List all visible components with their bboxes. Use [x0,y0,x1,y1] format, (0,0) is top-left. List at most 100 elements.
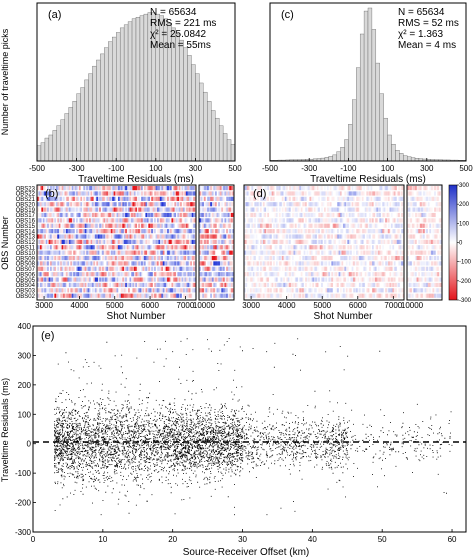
heatmap-cell [372,212,374,218]
heatmap-cell [203,196,206,201]
heatmap-cell [51,191,54,196]
heatmap-cell [120,234,123,239]
heatmap-cell [284,186,287,191]
heatmap-cell [276,245,278,250]
heatmap-cell [77,261,80,266]
heatmap-cell [71,288,74,293]
heatmap-cell [418,191,421,196]
heatmap-cell [229,261,232,266]
heatmap-cell [363,212,366,218]
heatmap-cell [416,196,419,201]
heatmap-cell [181,234,184,239]
heatmap-cell [252,207,255,212]
heatmap-cell [393,234,396,239]
heatmap-cell [245,207,248,212]
heatmap-cell [80,255,83,261]
heatmap-cell [335,293,338,298]
heatmap-cell [374,255,377,261]
heatmap-cell [271,196,274,201]
heatmap-cell [392,245,395,250]
heatmap-cell [51,288,54,293]
heatmap-cell [249,272,252,277]
heatmap-cell [270,250,272,255]
histogram-bar [183,47,188,162]
heatmap-cell [407,218,409,223]
heatmap-cell [188,277,191,282]
heatmap-cell [90,239,93,245]
heatmap-cell [283,202,286,207]
heatmap-cell [363,191,366,196]
heatmap-cell [67,261,70,266]
heatmap-cell [429,266,432,271]
heatmap-cell [255,282,258,288]
heatmap-cell [210,245,213,250]
heatmap-cell [351,261,354,266]
heatmap-cell [328,207,331,212]
heatmap-cell [303,191,306,196]
heatmap-cell [73,207,75,212]
heatmap-cell [226,277,228,282]
heatmap-cell [286,202,288,207]
heatmap-cell [194,186,197,191]
heatmap-cell [337,223,339,228]
heatmap-cell [315,191,318,196]
heatmap-cell [71,207,74,212]
heatmap-cell [96,212,99,218]
heatmap-cell [39,223,42,228]
heatmap-cell [73,229,75,234]
heatmap-cell [44,277,46,282]
heatmap-cell [244,196,246,201]
heatmap-cell [424,196,427,201]
heatmap-cell [287,261,290,266]
heatmap-cell [162,218,165,223]
heatmap-cell [188,212,191,218]
heatmap-cell [57,293,59,298]
heatmap-cell [44,293,46,298]
heatmap-cell [185,191,188,196]
heatmap-cell [182,239,185,245]
heatmap-cell [329,229,332,234]
heatmap-cell [187,234,190,239]
heatmap-cell [283,261,286,266]
heatmap-cell [265,234,268,239]
heatmap-cell [191,277,194,282]
heatmap-cell [335,266,338,271]
heatmap-cell [99,191,101,196]
heatmap-cell [116,212,119,218]
heatmap-cell [171,212,174,218]
heatmap-cell [205,234,208,239]
heatmap-cell [129,218,132,223]
heatmap-cell [145,196,148,201]
heatmap-cell [226,250,228,255]
heatmap-cell [86,212,88,218]
heatmap-cell [213,196,216,201]
histogram-bar [88,73,93,162]
heatmap-cell [202,250,205,255]
heatmap-cell [422,272,425,277]
heatmap-cell [322,261,325,266]
heatmap-cell [205,223,208,228]
heatmap-cell [164,223,166,228]
heatmap-cell [54,229,57,234]
heatmap-cell [353,288,355,293]
heatmap-cell [199,202,201,207]
heatmap-cell [264,186,267,191]
heatmap-cell [356,261,358,266]
heatmap-cell [171,255,174,261]
heatmap-cell [329,202,332,207]
heatmap-cell [419,239,422,245]
heatmap-cell [109,293,112,298]
heatmap-cell [390,266,393,271]
heatmap-cell [341,266,344,271]
heatmap-cell [296,207,299,212]
heatmap-cell [224,288,227,293]
heatmap-cell [396,223,399,228]
heatmap-cell [216,277,219,282]
heatmap-cell [162,250,165,255]
heatmap-cell [230,261,233,266]
heatmap-cell [80,293,83,298]
heatmap-cell [109,218,112,223]
heatmap-cell [55,293,58,298]
heatmap-cell [38,223,41,228]
heatmap-cell [93,261,96,266]
